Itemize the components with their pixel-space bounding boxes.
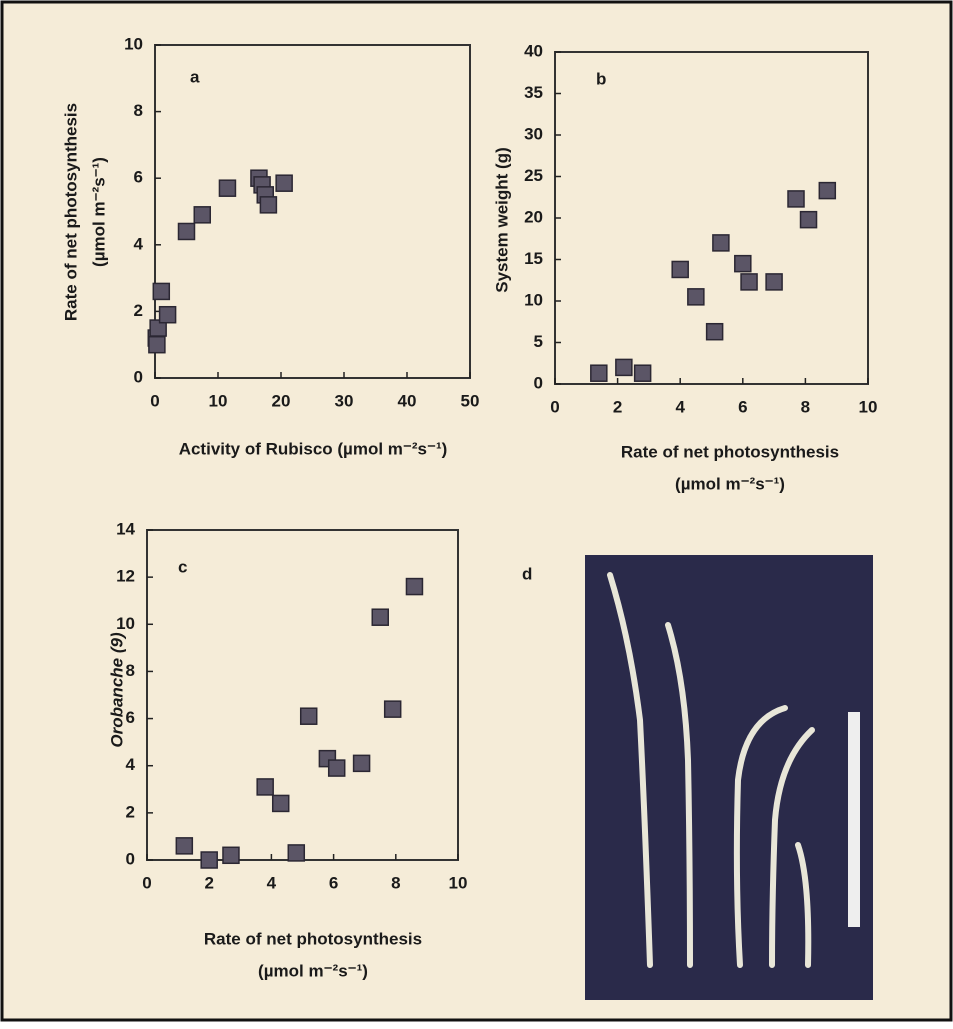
y-tick-label: 10	[524, 290, 543, 309]
x-tick-label: 4	[267, 873, 277, 892]
data-point	[200, 851, 218, 869]
x-tick-label: 8	[801, 397, 810, 416]
panel-label: c	[178, 557, 187, 576]
y-tick-label: 6	[126, 708, 135, 727]
y-tick-label: 0	[134, 367, 143, 386]
y-tick-label: 0	[534, 373, 543, 392]
y-tick-label: 35	[524, 83, 543, 102]
x-axis-label: Activity of Rubisco (µmol m⁻²s⁻¹)	[179, 439, 448, 458]
x-tick-label: 6	[738, 397, 747, 416]
x-tick-label: 0	[150, 391, 159, 410]
y-axis-label: (µmol m⁻²s⁻¹)	[89, 157, 108, 267]
data-point	[765, 273, 783, 291]
x-tick-label: 8	[391, 873, 400, 892]
y-tick-label: 8	[126, 661, 135, 680]
x-tick-label: 10	[209, 391, 228, 410]
x-tick-label: 0	[142, 873, 151, 892]
x-tick-label: 50	[461, 391, 480, 410]
y-tick-label: 30	[524, 124, 543, 143]
data-point	[371, 608, 389, 626]
data-point	[148, 335, 166, 354]
y-axis-label: Orobanche (9)	[107, 632, 126, 748]
y-tick-label: 4	[134, 234, 144, 253]
data-point	[590, 364, 608, 382]
y-axis-label: Rate of net photosynthesis	[61, 103, 80, 321]
y-tick-label: 40	[524, 41, 543, 60]
y-tick-label: 0	[126, 849, 135, 868]
data-point	[687, 288, 705, 306]
data-point	[222, 846, 240, 865]
x-tick-label: 30	[335, 391, 354, 410]
data-point	[158, 305, 177, 324]
y-tick-label: 6	[134, 168, 143, 187]
x-axis-label: Rate of net photosynthesis	[621, 442, 839, 461]
photo-background	[585, 555, 873, 1000]
data-point	[734, 254, 752, 273]
data-point	[256, 778, 274, 796]
y-tick-label: 5	[534, 332, 543, 351]
y-tick-label: 15	[524, 249, 543, 268]
y-tick-label: 20	[524, 207, 543, 226]
data-point	[287, 844, 306, 862]
data-point	[177, 222, 196, 241]
data-point	[633, 364, 652, 382]
plant-stems	[607, 572, 815, 968]
y-tick-label: 10	[116, 614, 135, 633]
x-tick-label: 0	[550, 397, 559, 416]
data-point	[740, 273, 758, 291]
data-point	[405, 577, 424, 596]
y-tick-label: 25	[524, 166, 543, 185]
data-point	[175, 837, 194, 855]
y-tick-label: 8	[134, 101, 143, 120]
x-tick-label: 40	[398, 391, 417, 410]
data-point	[671, 260, 689, 279]
y-tick-label: 4	[126, 755, 136, 774]
data-point	[787, 190, 805, 208]
y-tick-label: 14	[116, 519, 135, 538]
y-tick-label: 10	[124, 34, 143, 53]
y-tick-label: 2	[134, 301, 143, 320]
data-point	[615, 358, 633, 377]
x-tick-label: 4	[675, 397, 685, 416]
data-point	[193, 206, 211, 224]
x-tick-label: 2	[613, 397, 622, 416]
data-point	[218, 179, 237, 197]
panel-label: b	[596, 69, 606, 88]
x-tick-label: 6	[329, 873, 338, 892]
data-point	[259, 196, 278, 214]
data-point	[327, 759, 346, 777]
x-axis-label: Rate of net photosynthesis	[204, 929, 422, 948]
data-point	[271, 794, 290, 813]
x-tick-label: 10	[859, 397, 878, 416]
panel-label: d	[522, 564, 532, 583]
data-point	[705, 322, 724, 341]
data-point	[818, 181, 837, 200]
x-tick-label: 20	[272, 391, 291, 410]
data-point	[275, 174, 293, 192]
data-point	[299, 707, 318, 725]
y-tick-label: 2	[126, 802, 135, 821]
panel-label: a	[190, 67, 200, 86]
scale-bar	[848, 712, 860, 927]
x-tick-label: 2	[204, 873, 213, 892]
x-tick-label: 10	[449, 873, 468, 892]
photo: d	[522, 555, 873, 1000]
y-tick-label: 12	[116, 567, 135, 586]
data-point	[383, 700, 402, 718]
data-point	[799, 210, 818, 229]
data-point	[352, 754, 371, 773]
plot-frame	[154, 44, 471, 379]
data-point	[152, 282, 171, 301]
y-axis-label: System weight (g)	[492, 147, 511, 292]
x-axis-label: (µmol m⁻²s⁻¹)	[675, 474, 785, 493]
data-point	[712, 234, 730, 252]
x-axis-label: (µmol m⁻²s⁻¹)	[258, 961, 368, 980]
